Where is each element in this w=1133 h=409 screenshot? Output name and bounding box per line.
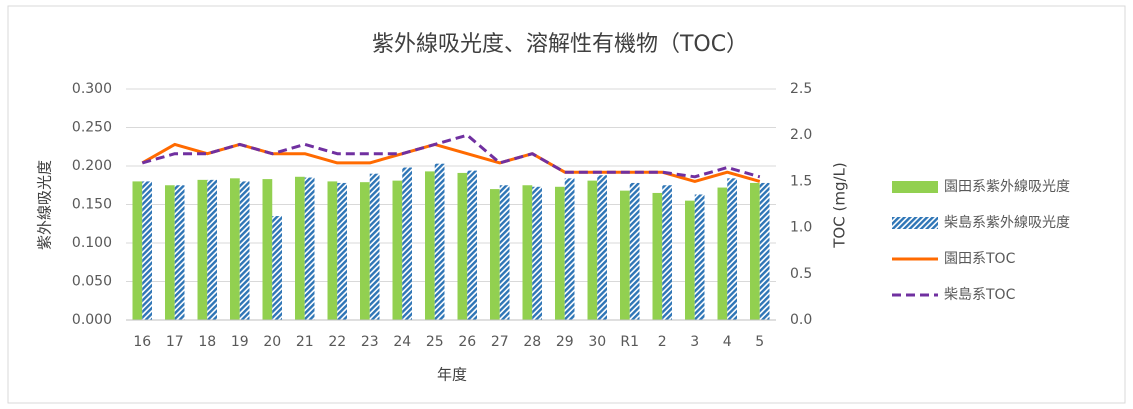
bar [727,178,737,320]
bar [499,185,510,320]
bar [629,182,640,320]
y-tick-label: 0.150 [72,197,112,213]
x-tick-label: 25 [426,334,444,350]
x-tick-label: 3 [690,334,699,350]
y-tick-label: 0.000 [72,312,112,328]
bar [434,163,445,320]
x-tick-label: 19 [231,334,249,350]
bar [239,181,250,320]
x-tick-label: 4 [723,334,732,350]
bar [685,200,695,320]
y2-axis-title: TOC (mg/L) [831,162,849,248]
line-series [141,133,761,179]
bar [532,186,542,320]
x-tick-label: 26 [458,334,476,350]
bar [272,216,282,320]
bar [295,176,305,320]
x-tick-label: 23 [361,334,379,350]
bar [759,182,770,320]
x-tick-label: 28 [523,334,541,350]
y2-tick-label: 1.0 [790,220,812,236]
bar [207,179,217,320]
x-tick-label: 30 [588,334,606,350]
y-axis-title: 紫外線吸光度 [36,160,54,250]
bar [457,172,468,320]
bar [174,185,185,320]
bar [142,181,152,320]
bar [652,192,663,320]
y-tick-label: 0.200 [72,158,112,174]
x-tick-label: 2 [658,334,667,350]
bar [262,179,273,320]
bar [587,180,598,320]
bar [197,179,208,320]
y-tick-label: 0.250 [72,120,112,136]
x-tick-label: 16 [133,334,151,350]
x-tick-label: 27 [491,334,509,350]
bar [620,190,630,320]
bar [564,178,575,320]
legend-swatch [892,217,938,229]
bar [522,185,533,320]
legend-label: 柴島系TOC [944,287,1016,303]
x-tick-label: 24 [393,334,411,350]
bar [662,185,672,320]
chart-title: 紫外線吸光度、溶解性有機物（TOC） [372,32,748,57]
bar [369,173,380,320]
y-tick-label: 0.100 [72,235,112,251]
x-tick-label: 21 [296,334,314,350]
y2-tick-label: 1.5 [790,173,812,189]
x-tick-label: R1 [620,334,639,350]
y2-tick-label: 2.5 [790,81,812,97]
legend-label: 柴島系紫外線吸光度 [944,215,1070,231]
bar [467,170,477,320]
bar [132,181,143,320]
bar [230,178,240,320]
x-tick-label: 22 [328,334,346,350]
bar [425,171,435,320]
x-tick-label: 18 [198,334,216,350]
bar [694,194,705,320]
bar [327,181,338,320]
bar [597,175,607,320]
bar [304,177,315,320]
x-axis-title: 年度 [437,366,467,384]
x-tick-label: 5 [755,334,764,350]
bar [490,189,500,320]
bar [750,182,760,320]
bar [360,182,370,320]
bar [717,187,728,320]
bar [165,185,175,320]
bar [402,167,412,320]
x-tick-label: 20 [263,334,281,350]
legend-label: 園田系TOC [944,251,1016,267]
y2-tick-label: 0.5 [790,266,812,282]
y-tick-label: 0.050 [72,274,112,290]
legend-swatch [892,181,938,193]
y2-tick-label: 2.0 [790,127,812,143]
x-tick-label: 29 [556,334,574,350]
y2-tick-label: 0.0 [790,312,812,328]
bar [337,182,347,320]
legend-label: 園田系紫外線吸光度 [944,179,1070,195]
bar [555,186,565,320]
bar [392,180,403,320]
y-tick-label: 0.300 [72,81,112,97]
x-tick-label: 17 [166,334,184,350]
